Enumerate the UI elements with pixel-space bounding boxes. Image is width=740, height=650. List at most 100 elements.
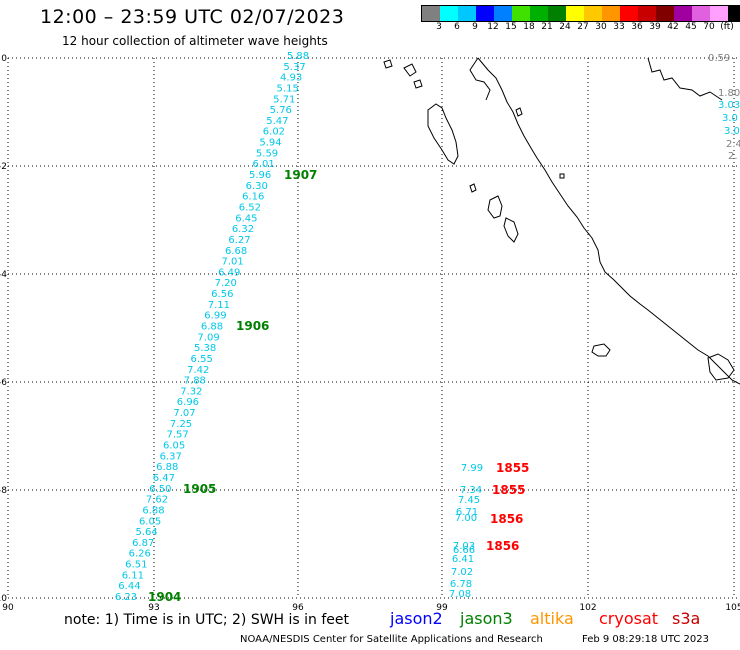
wave-height-value: 7.00	[455, 513, 477, 524]
map-subtitle: 12 hour collection of altimeter wave hei…	[62, 34, 328, 48]
pass-time-label: 1904	[148, 590, 181, 604]
wave-height-value: 5.96	[249, 170, 271, 181]
wave-height-value: 5.47	[266, 116, 288, 127]
siberut-island	[427, 103, 459, 165]
scale-label: 15	[505, 22, 517, 32]
wave-height-value: 7.62	[146, 495, 168, 506]
scale-swatch	[620, 6, 638, 21]
pass-time-label: 1856	[490, 512, 523, 526]
wave-height-value: 6.37	[160, 451, 182, 462]
scale-swatch	[512, 6, 530, 21]
scale-swatch	[566, 6, 584, 21]
wave-height-value: 5.64	[136, 527, 158, 538]
scale-swatch	[440, 6, 458, 21]
lat-tick-label: -2	[0, 162, 7, 172]
wave-height-value: 6.68	[225, 246, 247, 257]
scale-swatch	[548, 6, 566, 21]
scale-label: 39	[649, 22, 661, 32]
lon-tick-label: 96	[292, 603, 304, 613]
pass-time-label: 1855	[496, 461, 529, 475]
wave-height-value: 5.94	[259, 138, 281, 149]
scale-swatch	[728, 6, 740, 21]
wave-height-value: 5.59	[256, 148, 278, 159]
wave-height-value: 6.11	[122, 570, 144, 581]
map-title: 12:00 – 23:59 UTC 02/07/2023	[40, 6, 345, 28]
satellite-legend-s3a: s3a	[672, 609, 701, 628]
scale-swatch	[458, 6, 476, 21]
malay-coast	[647, 57, 723, 101]
small-island-5	[515, 107, 523, 117]
wave-height-value: 7.01	[222, 257, 244, 268]
wave-height-value: 6.26	[129, 549, 151, 560]
wave-height-value: 5.88	[287, 51, 309, 62]
west-track: 5.885.374.935.155.715.765.476.025.945.59…	[115, 51, 318, 604]
wave-height-value: 6.47	[153, 473, 175, 484]
wave-height-value: 6.16	[242, 192, 264, 203]
small-island-6	[559, 173, 565, 179]
grid-lines	[7, 57, 740, 599]
siberut-coast-inner	[469, 57, 491, 101]
wave-height-value: 6.30	[246, 181, 268, 192]
lat-tick-label: -8	[0, 486, 7, 496]
small-island-3	[383, 59, 393, 69]
scale-label: 12	[487, 22, 499, 32]
wave-height-value: 6.41	[452, 554, 474, 565]
wave-height-value: 5.37	[283, 62, 305, 73]
wave-height-value: 6.55	[191, 354, 213, 365]
scale-swatch	[494, 6, 512, 21]
wave-height-value: 6.49	[218, 267, 240, 278]
wave-height-value: 5.71	[273, 94, 295, 105]
small-island-2	[413, 79, 423, 89]
footer-note: note: 1) Time is in UTC; 2) SWH is in fe…	[64, 612, 350, 628]
wave-height-value: 1.80	[718, 88, 740, 99]
wave-height-value: 6.88	[201, 322, 223, 333]
wave-height-value: 5.15	[277, 83, 299, 94]
wave-height-value: 3.03	[718, 100, 740, 111]
scale-label: 6	[454, 22, 460, 32]
wave-height-value: 6.01	[252, 159, 274, 170]
sumatra-coast	[477, 57, 740, 385]
scale-label: 36	[631, 22, 643, 32]
scale-swatch	[656, 6, 674, 21]
wave-height-value: 6.71	[456, 507, 478, 518]
east-track: 7.99 7.347.456.717.00 7.036.666.41 7.026.78…	[449, 461, 530, 600]
color-scale-legend	[421, 5, 740, 22]
scale-label: 9	[472, 22, 478, 32]
wave-height-value: 7.42	[187, 365, 209, 376]
wave-height-value: 5.76	[270, 105, 292, 116]
wave-height-value: 6.45	[235, 213, 257, 224]
satellite-legend-jason3: jason3	[460, 609, 513, 628]
wave-height-value: 6.87	[132, 538, 154, 549]
wave-height-value: 6.56	[211, 289, 233, 300]
wave-height-value: 7.45	[458, 495, 480, 506]
generated-timestamp: Feb 9 08:29:18 UTC 2023	[582, 634, 709, 645]
scale-label: 70	[703, 22, 715, 32]
lon-tick-label: 93	[148, 603, 159, 613]
wave-height-value: 7.11	[208, 300, 230, 311]
wave-height-value: 6.78	[450, 579, 472, 590]
lon-tick-label: 105	[725, 603, 740, 613]
wave-height-value: 6.32	[232, 224, 254, 235]
wave-height-value: 4.93	[280, 73, 302, 84]
scale-swatch	[584, 6, 602, 21]
wave-height-value: 7.02	[451, 567, 473, 578]
lon-tick-label: 90	[2, 603, 14, 613]
wave-height-value: 6.05	[163, 441, 185, 452]
pass-time-label: 1907	[284, 168, 317, 182]
scale-swatch	[710, 6, 728, 21]
pagai-island	[503, 217, 519, 243]
wave-height-value: 7.08	[449, 589, 471, 600]
satellite-legend-altika: altika	[530, 609, 574, 628]
wave-height-value: 6.52	[239, 202, 261, 213]
scale-label: 3	[436, 22, 442, 32]
scale-label: 30	[595, 22, 607, 32]
lat-tick-label: -10	[0, 594, 7, 604]
satellite-legend-cryosat: cryosat	[599, 609, 659, 628]
scale-label: 21	[541, 22, 553, 32]
wave-height-value: 6.27	[228, 235, 250, 246]
wave-height-value: 7.99	[461, 463, 483, 474]
lat-tick-label: -6	[0, 378, 7, 388]
wave-height-value: 5.38	[194, 343, 216, 354]
wave-height-value: 6.05	[139, 516, 161, 527]
